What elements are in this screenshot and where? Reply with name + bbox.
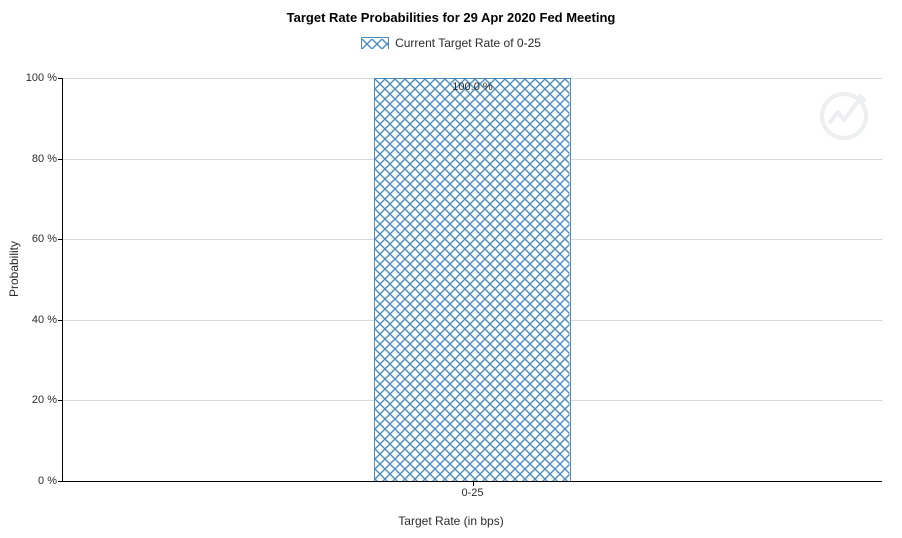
y-axis-label: Probability bbox=[7, 241, 21, 297]
legend-label: Current Target Rate of 0-25 bbox=[395, 36, 541, 50]
x-tick-label: 0-25 bbox=[461, 481, 483, 499]
y-tick-label: 100 % bbox=[26, 72, 63, 84]
chart-area: 0 %20 %40 %60 %80 %100 %100.0 %0-25 bbox=[62, 78, 882, 482]
y-tick-label: 20 % bbox=[32, 394, 63, 406]
bar: 100.0 % bbox=[374, 78, 571, 481]
chart-title: Target Rate Probabilities for 29 Apr 202… bbox=[0, 0, 902, 25]
y-tick-label: 0 % bbox=[38, 475, 63, 487]
bar-value-label: 100.0 % bbox=[452, 81, 492, 93]
legend-swatch bbox=[361, 37, 389, 49]
y-tick-label: 80 % bbox=[32, 153, 63, 165]
y-tick-label: 60 % bbox=[32, 233, 63, 245]
plot-region: 0 %20 %40 %60 %80 %100 %100.0 %0-25 bbox=[62, 78, 882, 482]
legend: Current Target Rate of 0-25 bbox=[0, 35, 902, 50]
x-axis-label: Target Rate (in bps) bbox=[398, 514, 503, 528]
watermark-icon bbox=[816, 88, 872, 149]
y-tick-label: 40 % bbox=[32, 314, 63, 326]
